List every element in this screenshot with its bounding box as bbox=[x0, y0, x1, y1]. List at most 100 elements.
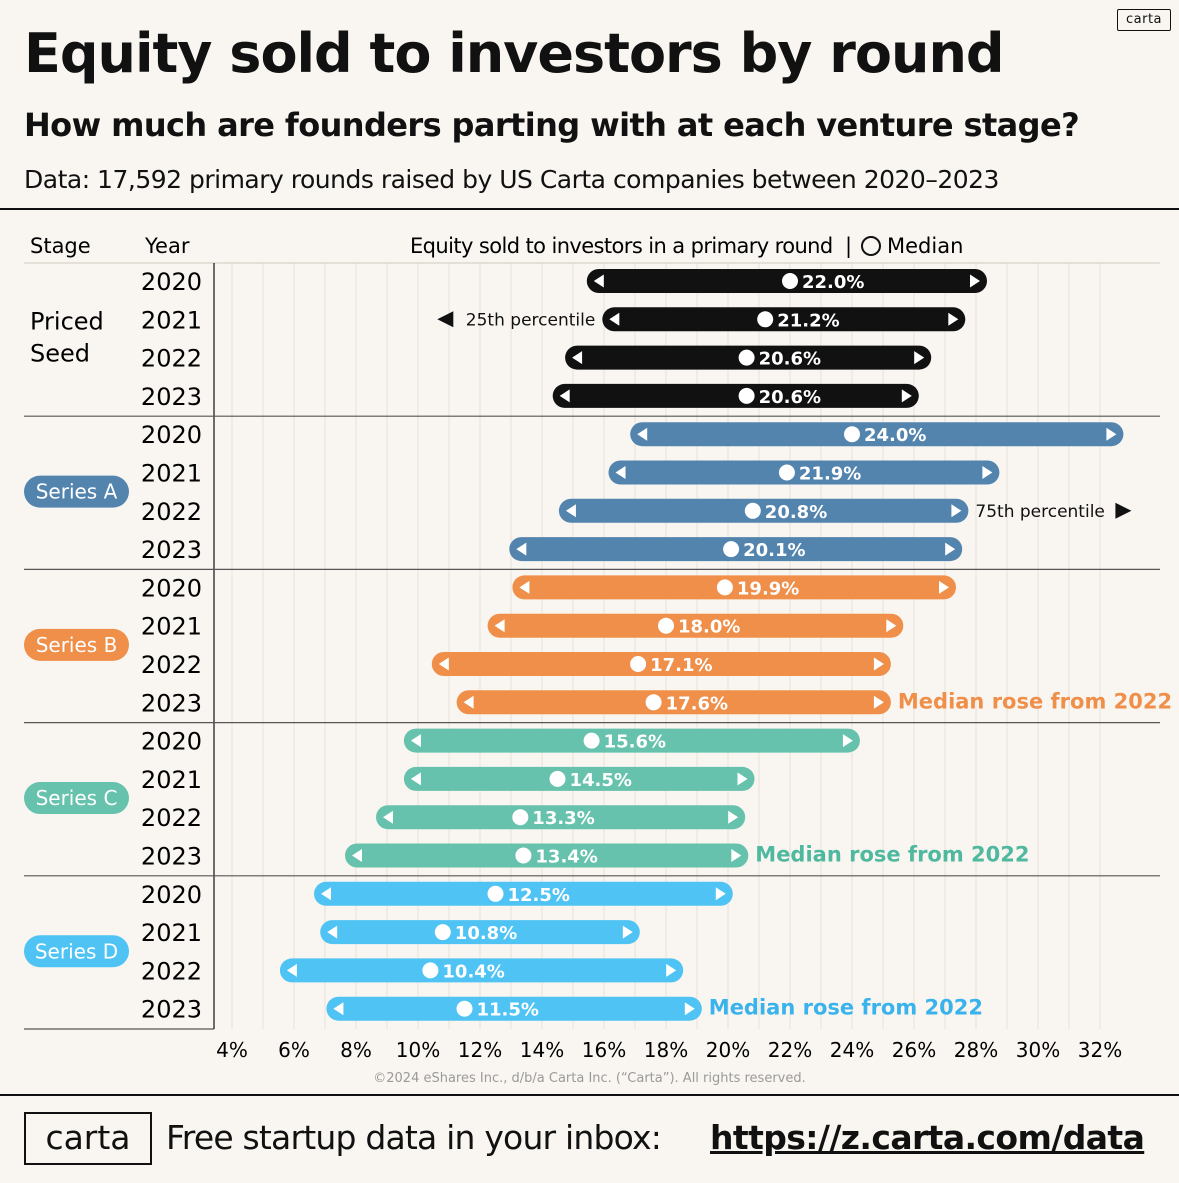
range-bar bbox=[314, 881, 733, 906]
p75-marker-icon bbox=[873, 657, 884, 671]
range-bar-priced-seed-2022: 20.6% bbox=[565, 345, 932, 370]
year-label: 2023 bbox=[141, 689, 202, 717]
stage-label: Seed bbox=[30, 339, 90, 367]
median-dot bbox=[422, 962, 439, 979]
x-tick-label: 14% bbox=[520, 1038, 564, 1062]
percentile-annotation: 25th percentile bbox=[466, 310, 596, 330]
median-value-label: 20.6% bbox=[759, 387, 821, 408]
carta-logo: carta bbox=[24, 1112, 152, 1165]
legend-median-icon bbox=[861, 236, 881, 256]
page-title: Equity sold to investors by round bbox=[24, 22, 1005, 85]
range-bar bbox=[630, 422, 1124, 447]
range-bar-series-c-2023: 13.4% bbox=[345, 843, 749, 868]
stage-label: Priced bbox=[30, 307, 104, 335]
p75-marker-icon bbox=[901, 389, 912, 403]
range-bar-series-c-2022: 13.3% bbox=[376, 805, 746, 830]
range-bar bbox=[431, 652, 891, 676]
copyright-notice: ©2024 eShares Inc., d/b/a Carta Inc. (“C… bbox=[373, 1071, 806, 1086]
range-bar bbox=[279, 958, 684, 983]
p75-marker-icon bbox=[731, 849, 742, 862]
x-tick-label: 12% bbox=[458, 1038, 502, 1062]
median-value-label: 21.9% bbox=[799, 464, 861, 485]
range-bar bbox=[345, 843, 749, 868]
median-dot bbox=[744, 502, 761, 519]
column-header-value: Equity sold to investors in a primary ro… bbox=[410, 234, 833, 258]
x-tick-label: 26% bbox=[892, 1038, 936, 1062]
stage-pill-label: Series D bbox=[35, 939, 118, 963]
p75-marker-icon bbox=[622, 925, 633, 939]
range-bar-series-a-2020: 24.0% bbox=[630, 422, 1124, 447]
year-label: 2021 bbox=[141, 306, 202, 334]
x-tick-label: 18% bbox=[644, 1038, 688, 1062]
column-header-year: Year bbox=[144, 234, 190, 258]
p25-marker-icon bbox=[327, 925, 338, 939]
legend-median-label: Median bbox=[887, 234, 963, 258]
x-tick-label: 8% bbox=[340, 1038, 372, 1062]
p75-marker-icon bbox=[684, 1002, 695, 1016]
chart-header: Equity sold to investors in a primary ro… bbox=[410, 234, 963, 259]
p75-marker-icon bbox=[982, 466, 993, 479]
p25-marker-icon bbox=[565, 504, 576, 518]
range-bar-priced-seed-2020: 22.0% bbox=[586, 269, 987, 293]
range-bar-series-d-2020: 12.5% bbox=[314, 881, 733, 906]
year-label: 2023 bbox=[141, 843, 202, 871]
p75-marker-icon bbox=[939, 580, 949, 594]
year-label: 2021 bbox=[141, 766, 202, 794]
x-tick-label: 16% bbox=[582, 1038, 626, 1062]
median-rose-annotation: Median rose from 2022 bbox=[709, 996, 983, 1020]
median-value-label: 19.9% bbox=[737, 578, 799, 599]
range-bar-series-c-2021: 14.5% bbox=[403, 766, 755, 791]
median-value-label: 13.4% bbox=[535, 847, 597, 868]
p25-marker-icon bbox=[519, 580, 530, 594]
newsletter-link[interactable]: https://z.carta.com/data bbox=[710, 1118, 1145, 1157]
footer-divider bbox=[0, 1094, 1179, 1096]
legend-separator: | bbox=[845, 234, 852, 259]
year-label: 2021 bbox=[141, 613, 202, 641]
median-value-label: 22.0% bbox=[802, 272, 864, 293]
p25-marker-icon bbox=[383, 810, 393, 824]
p75-marker-icon bbox=[914, 351, 925, 365]
year-label: 2023 bbox=[141, 536, 202, 564]
carta-brand-tag: carta bbox=[1117, 9, 1171, 31]
year-label: 2020 bbox=[141, 421, 202, 449]
stage-pill-series-b: Series B bbox=[24, 628, 129, 661]
stage-pill-series-c: Series C bbox=[24, 782, 129, 815]
x-tick-label: 30% bbox=[1016, 1038, 1060, 1062]
median-value-label: 13.3% bbox=[532, 808, 594, 829]
median-dot bbox=[658, 617, 674, 634]
median-value-label: 24.0% bbox=[864, 425, 926, 446]
median-rose-annotation: Median rose from 2022 bbox=[755, 843, 1029, 867]
p25-marker-icon bbox=[352, 849, 362, 862]
median-value-label: 21.2% bbox=[777, 310, 839, 331]
median-dot bbox=[782, 273, 798, 289]
year-label: 2021 bbox=[141, 919, 202, 947]
top-divider bbox=[0, 208, 1179, 210]
x-tick-label: 4% bbox=[216, 1038, 248, 1062]
p75-marker-icon bbox=[873, 695, 884, 709]
stage-pill-series-d: Series D bbox=[24, 935, 129, 968]
range-bar bbox=[326, 996, 702, 1021]
median-dot bbox=[515, 847, 532, 864]
median-dot bbox=[778, 464, 795, 481]
year-label: 2022 bbox=[141, 498, 202, 526]
p25-marker-icon bbox=[438, 657, 449, 671]
x-tick-label: 28% bbox=[954, 1038, 998, 1062]
x-tick-label: 22% bbox=[768, 1038, 812, 1062]
stage-pill bbox=[24, 935, 129, 968]
year-label: 2020 bbox=[141, 574, 202, 602]
year-label: 2022 bbox=[141, 345, 202, 373]
p75-marker-icon bbox=[970, 274, 980, 288]
stage-pill bbox=[24, 475, 129, 508]
p25-marker-icon bbox=[516, 542, 527, 556]
range-bar-series-b-2021: 18.0% bbox=[487, 613, 904, 638]
p25-marker-icon bbox=[572, 351, 583, 365]
range-bar bbox=[552, 383, 919, 408]
range-bar-series-d-2022: 10.4% bbox=[279, 958, 684, 983]
median-dot bbox=[723, 541, 740, 558]
range-bar-series-b-2022: 17.1% bbox=[431, 652, 891, 676]
p25-marker-icon bbox=[410, 772, 421, 786]
year-label: 2023 bbox=[141, 996, 202, 1024]
stage-pill bbox=[24, 782, 129, 815]
right-arrow-icon bbox=[1115, 502, 1132, 519]
range-bar-series-c-2020: 15.6% bbox=[403, 728, 860, 753]
